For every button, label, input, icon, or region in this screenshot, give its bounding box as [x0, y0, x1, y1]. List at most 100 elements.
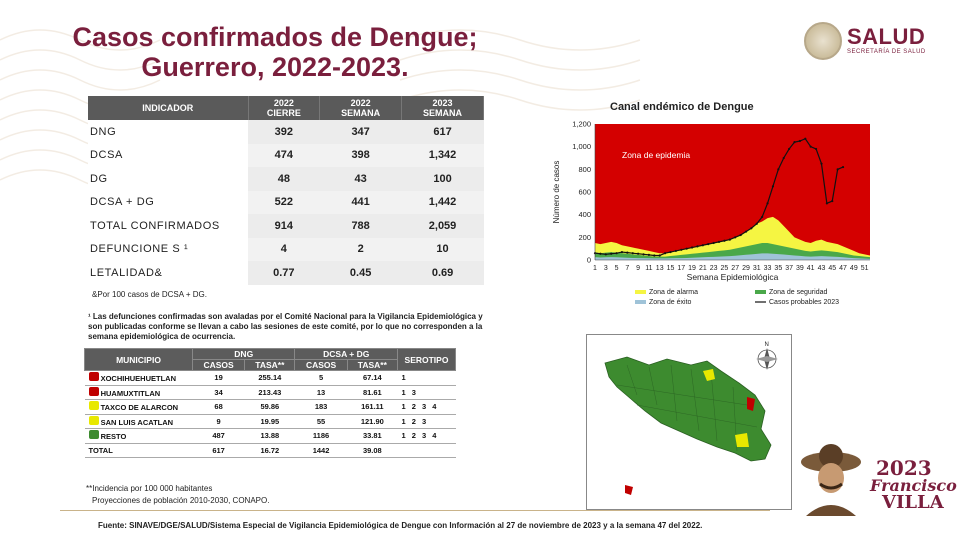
- y-tick-label: 600: [578, 188, 591, 197]
- logo-subtitle: SECRETARÍA DE SALUD: [847, 49, 926, 55]
- header-municipio: MUNICIPIO: [84, 348, 193, 371]
- xochihuehuetlan-zone: [625, 485, 633, 495]
- x-axis-label: Semana Epidemiológica: [687, 272, 779, 282]
- x-tick-label: 37: [785, 265, 793, 272]
- defunciones-note: ¹ Las defunciones confirmadas son avalad…: [88, 312, 483, 341]
- casos-point: [836, 168, 839, 171]
- cell-casos: 1186: [294, 428, 348, 444]
- casos-point: [728, 238, 731, 241]
- y-tick-label: 800: [578, 165, 591, 174]
- salud-logo: SALUD SECRETARÍA DE SALUD: [804, 22, 934, 62]
- casos-point: [744, 230, 748, 233]
- x-tick-label: 15: [667, 265, 675, 272]
- header-2022-cierre: 2022 CIERRE: [248, 96, 321, 120]
- casos-point: [750, 227, 753, 230]
- casos-point: [626, 251, 629, 254]
- x-tick-label: 17: [677, 265, 685, 272]
- zone-epidemia: [595, 124, 870, 260]
- casos-point: [610, 252, 613, 255]
- cell-serotipo: 1 3: [397, 385, 456, 400]
- y-tick-label: 200: [578, 233, 591, 242]
- x-tick-label: 27: [731, 265, 739, 272]
- huamuxtitlan-zone: [747, 397, 755, 411]
- cell-serotipo: 1: [397, 370, 456, 386]
- proyecciones-note: Proyecciones de población 2010-2030, CON…: [92, 496, 270, 505]
- taxco-zone: [703, 369, 715, 381]
- x-tick-label: 35: [774, 265, 782, 272]
- x-tick-label: 5: [615, 265, 619, 272]
- table-row: TOTAL 617 16.72 1442 39.08: [84, 443, 456, 458]
- casos-point: [663, 252, 667, 255]
- legend-entry: Casos probables 2023: [769, 299, 839, 306]
- municipio-name: HUAMUXTITLAN: [100, 388, 161, 398]
- cell-tasa: 59.86: [244, 399, 295, 415]
- legend-swatch: [755, 290, 766, 294]
- table-row: SAN LUIS ACATLAN 9 19.95 55 121.90 1 2 3: [84, 414, 456, 429]
- casos-point: [809, 145, 812, 148]
- x-tick-label: 3: [604, 265, 608, 272]
- svg-text:N: N: [765, 342, 769, 348]
- x-tick-label: 1: [593, 265, 597, 272]
- table-row: LETALIDAD& 0.77 0.45 0.69: [88, 261, 484, 285]
- color-indicator: [88, 430, 99, 440]
- casos-point: [841, 165, 845, 169]
- cell-casos: 5: [294, 370, 348, 386]
- compass-icon: N: [756, 342, 778, 370]
- cell-casos: 183: [294, 399, 348, 415]
- y-tick-label: 0: [587, 256, 591, 265]
- casos-point: [766, 202, 769, 205]
- cell-casos: 34: [192, 385, 245, 400]
- x-tick-label: 21: [699, 265, 707, 272]
- cell-serotipo: 1 2 3 4: [397, 399, 456, 415]
- x-tick-label: 43: [818, 265, 826, 272]
- national-seal-icon: [804, 22, 842, 60]
- table-row: TAXCO DE ALARCON 68 59.86 183 161.11 1 2 3 4: [84, 399, 456, 415]
- casos-point: [653, 254, 656, 257]
- casos-point: [777, 168, 780, 171]
- cell-casos: 55: [294, 414, 348, 429]
- title-line-1: Casos confirmados de Dengue;: [72, 22, 478, 52]
- y-axis-label: Número de casos: [552, 161, 561, 224]
- x-tick-label: 49: [850, 265, 858, 272]
- casos-point: [814, 147, 818, 151]
- villa-portrait-icon: [801, 444, 861, 516]
- header-dng: DNG: [191, 348, 296, 360]
- header-casos: CASOS: [191, 359, 246, 371]
- annotation-zona-epidemia: Zona de epidemia: [622, 150, 690, 160]
- color-indicator: [88, 386, 99, 396]
- header-dcsa: DCSA + DG: [294, 348, 398, 360]
- cell-casos: 1442: [294, 443, 348, 458]
- casos-point: [788, 147, 791, 151]
- indicator-table: INDICADOR 2022 CIERRE 2022 SEMANA 2023 SEMA…: [88, 96, 484, 285]
- state-shape: [604, 356, 772, 462]
- x-tick-label: 33: [764, 265, 772, 272]
- title-line-2: Guerrero, 2022-2023.: [141, 52, 409, 82]
- municipio-name: TAXCO DE ALARCON: [100, 403, 179, 413]
- casos-point: [690, 246, 694, 249]
- cell-tasa: 255.14: [244, 370, 295, 386]
- table-row: TOTAL CONFIRMADOS 914 788 2,059: [88, 214, 484, 238]
- logo-name: SALUD: [847, 24, 926, 49]
- header-casos: CASOS: [294, 359, 348, 371]
- table-row: HUAMUXTITLAN 34 213.43 13 81.61 1 3: [84, 385, 456, 400]
- table-row: DCSA + DG 522 441 1,442: [88, 190, 484, 214]
- casos-point: [798, 139, 802, 143]
- color-indicator: [88, 372, 99, 382]
- cell-tasa: 39.08: [347, 443, 398, 458]
- page-title: Casos confirmados de Dengue; Guerrero, 2…: [60, 22, 490, 82]
- casos-point: [712, 241, 715, 245]
- casos-point: [642, 253, 645, 256]
- casos-point: [761, 215, 764, 219]
- casos-point: [674, 249, 677, 253]
- casos-point: [620, 250, 624, 254]
- municipio-name: RESTO: [100, 432, 127, 442]
- table-row: DEFUNCIONE S ¹ 4 2 10: [88, 237, 484, 261]
- y-tick-label: 1,000: [572, 142, 591, 151]
- table-row: RESTO 487 13.88 1186 33.81 1 2 3 4: [84, 428, 456, 444]
- casos-point: [696, 245, 699, 248]
- x-tick-label: 31: [753, 265, 761, 272]
- legend-swatch: [635, 290, 646, 294]
- municipio-name: TOTAL: [88, 445, 113, 455]
- casos-point: [723, 239, 726, 242]
- x-tick-label: 19: [688, 265, 696, 272]
